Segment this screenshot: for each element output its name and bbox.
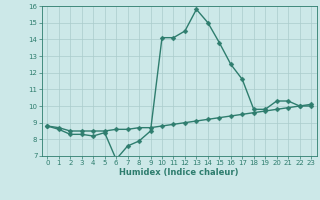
X-axis label: Humidex (Indice chaleur): Humidex (Indice chaleur): [119, 168, 239, 177]
